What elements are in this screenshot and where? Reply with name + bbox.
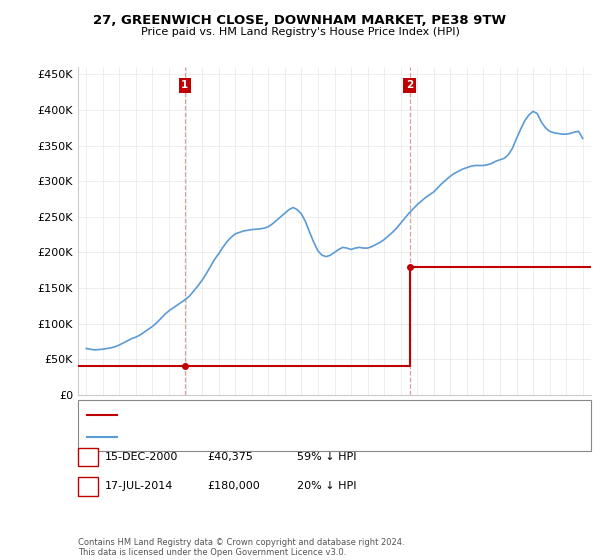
Text: HPI: Average price, detached house, King's Lynn and West Norfolk: HPI: Average price, detached house, King… — [121, 432, 444, 442]
Text: 27, GREENWICH CLOSE, DOWNHAM MARKET, PE38 9TW: 27, GREENWICH CLOSE, DOWNHAM MARKET, PE3… — [94, 14, 506, 27]
Text: Price paid vs. HM Land Registry's House Price Index (HPI): Price paid vs. HM Land Registry's House … — [140, 27, 460, 37]
Text: 1: 1 — [181, 80, 188, 90]
Text: 1: 1 — [84, 452, 92, 462]
Text: £180,000: £180,000 — [207, 481, 260, 491]
Text: 20% ↓ HPI: 20% ↓ HPI — [297, 481, 356, 491]
Text: 15-DEC-2000: 15-DEC-2000 — [105, 452, 178, 462]
Text: 27, GREENWICH CLOSE, DOWNHAM MARKET, PE38 9TW (detached house): 27, GREENWICH CLOSE, DOWNHAM MARKET, PE3… — [121, 409, 484, 419]
Text: 59% ↓ HPI: 59% ↓ HPI — [297, 452, 356, 462]
Text: 2: 2 — [84, 481, 92, 491]
Text: Contains HM Land Registry data © Crown copyright and database right 2024.
This d: Contains HM Land Registry data © Crown c… — [78, 538, 404, 557]
Text: 2: 2 — [406, 80, 413, 90]
Text: £40,375: £40,375 — [207, 452, 253, 462]
Text: 17-JUL-2014: 17-JUL-2014 — [105, 481, 173, 491]
